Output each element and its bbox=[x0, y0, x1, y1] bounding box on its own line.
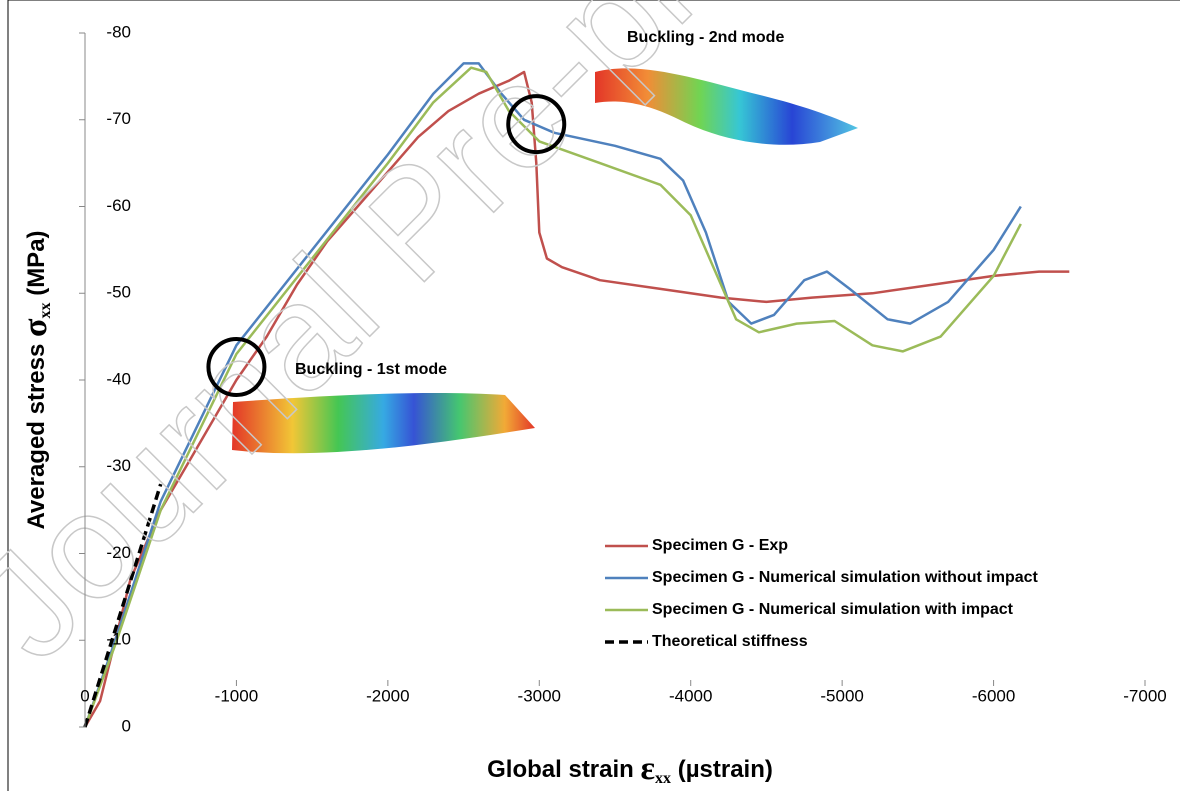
annotation-circle bbox=[206, 336, 267, 397]
x-tick-label: -3000 bbox=[518, 686, 561, 705]
x-tick-label: 0 bbox=[80, 686, 89, 705]
y-tick-label: -60 bbox=[106, 196, 131, 215]
y-axis-title-subscript: xx bbox=[37, 302, 54, 318]
x-tick-label: -4000 bbox=[669, 686, 712, 705]
mode-shape-2 bbox=[595, 68, 858, 145]
x-axis-title-unit: (µstrain) bbox=[671, 756, 773, 783]
y-axis-title: Averaged stress σxx (MPa) bbox=[17, 230, 54, 529]
frame bbox=[7, 0, 1180, 796]
y-tick-label: -10 bbox=[106, 630, 131, 649]
series-line bbox=[83, 62, 1022, 728]
y-axis-title-unit: (MPa) bbox=[23, 230, 50, 302]
plot-area bbox=[83, 62, 1070, 728]
annotation-circle bbox=[506, 94, 567, 155]
y-axis-title-symbol: σ bbox=[17, 318, 54, 337]
y-tick-label: -50 bbox=[106, 283, 131, 302]
x-tick-label: -5000 bbox=[820, 686, 863, 705]
x-tick-label: -7000 bbox=[1123, 686, 1166, 705]
legend-label: Specimen G - Exp bbox=[652, 537, 788, 554]
x-tick-label: -6000 bbox=[972, 686, 1015, 705]
legend-label: Theoretical stiffness bbox=[652, 633, 808, 650]
y-tick-label: 0 bbox=[122, 716, 131, 735]
series-line bbox=[83, 483, 163, 728]
x-tick-label: -2000 bbox=[366, 686, 409, 705]
x-axis-title-symbol: ε bbox=[641, 750, 656, 787]
annotation: Buckling - 2nd mode bbox=[627, 29, 784, 46]
annotation: Buckling - 1st mode bbox=[295, 361, 447, 378]
x-axis-title-subscript: xx bbox=[655, 770, 671, 787]
y-axis-title-text: Averaged stress bbox=[23, 337, 50, 530]
mode-shape-1 bbox=[232, 392, 535, 454]
series-line bbox=[83, 66, 1022, 728]
y-tick-label: -30 bbox=[106, 456, 131, 475]
x-tick-label: -1000 bbox=[215, 686, 258, 705]
y-tick-label: -20 bbox=[106, 543, 131, 562]
y-tick-label: -70 bbox=[106, 109, 131, 128]
y-tick-label: -40 bbox=[106, 369, 131, 388]
legend-label: Specimen G - Numerical simulation withou… bbox=[652, 569, 1039, 586]
x-axis-title-text: Global strain bbox=[487, 756, 640, 783]
x-axis-title: Global strain εxx (µstrain) bbox=[487, 750, 773, 787]
legend-label: Specimen G - Numerical simulation with i… bbox=[652, 601, 1014, 618]
y-tick-label: -80 bbox=[106, 22, 131, 41]
